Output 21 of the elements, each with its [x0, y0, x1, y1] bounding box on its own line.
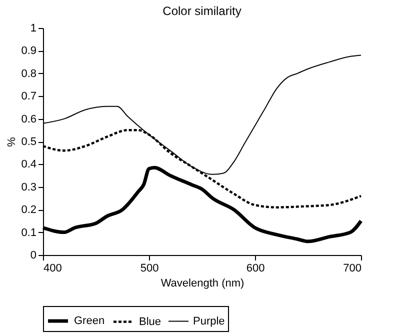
chart-title: Color similarity: [162, 4, 242, 18]
legend-label: Purple: [193, 315, 225, 328]
y-tick-label: 0.9: [21, 45, 36, 58]
y-tick-label: 0.1: [21, 226, 36, 239]
x-tick-label: 400: [44, 262, 62, 274]
x-tick-label: 600: [246, 262, 265, 274]
y-tick-label: 0.5: [21, 136, 36, 148]
y-tick-label: 0.6: [21, 113, 36, 126]
y-tick-label: 0.4: [21, 158, 36, 171]
y-tick-label: 0: [30, 250, 36, 262]
x-tick-label: 700: [343, 262, 362, 274]
x-axis-title: Wavelength (nm): [160, 278, 244, 290]
y-tick-label: 1: [30, 22, 36, 34]
y-axis-title: %: [6, 136, 18, 147]
y-tick-label: 0.7: [21, 90, 36, 103]
y-tick-label: 0.2: [21, 204, 36, 216]
y-tick-label: 0.3: [21, 181, 36, 194]
legend-label: Blue: [139, 316, 162, 328]
y-tick-label: 0.8: [21, 68, 36, 80]
legend-label: Green: [74, 315, 105, 327]
x-tick-label: 500: [140, 262, 159, 274]
